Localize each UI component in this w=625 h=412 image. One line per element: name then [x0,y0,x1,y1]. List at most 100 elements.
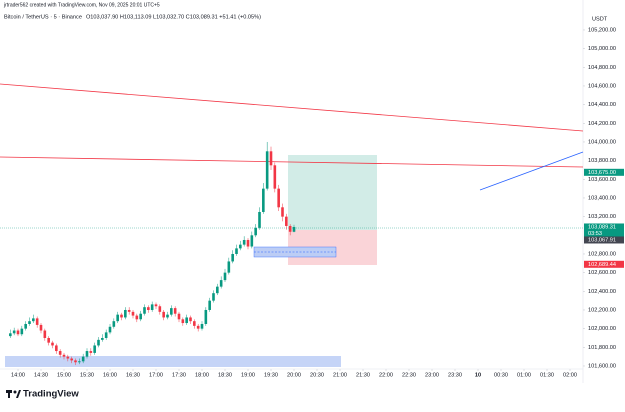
candle-body [196,325,200,329]
x-tick-label: 14:30 [34,372,48,378]
candle-body [9,333,12,337]
trend-line [479,151,584,191]
candle-body [239,244,242,249]
y-tick-label: 101,600.00 [588,363,616,369]
candle-body [189,317,192,322]
candle-body [204,309,208,324]
candle-body [208,300,211,310]
price-badge-label: 103,089.31 [588,224,616,230]
candle-body [181,319,185,324]
x-tick-label: 16:30 [126,372,140,378]
y-tick-label: 103,400.00 [588,195,616,201]
candle-body [32,318,35,322]
countdown: 03:53 [588,231,602,237]
candle-body [246,239,250,247]
candle-body [58,351,62,355]
ohlc-readout: O103,037.90 H103,113.09 L103,032.70 C103… [86,14,261,20]
y-tick-label: 101,800.00 [588,345,616,351]
candle-body [273,165,277,189]
candle-body [216,286,219,294]
y-tick-label: 104,000.00 [588,139,616,145]
candle-body [281,207,284,217]
candle-body [139,313,142,320]
trend-line [0,83,584,132]
candle-body [227,261,231,273]
price-badge [584,157,624,165]
price-badge-label: 102,689.44 [588,262,616,268]
candles [9,141,296,366]
candle-body [219,280,223,287]
candle-body [265,151,269,189]
candle-body [28,321,31,324]
candle-body [223,272,227,281]
candle-body [292,226,296,232]
candle-body [147,307,150,310]
x-tick-label: 20:30 [310,372,324,378]
candle-body [285,216,288,226]
candle-body [20,328,24,335]
x-tick-label: 22:00 [379,372,393,378]
candle-body [277,188,280,208]
candle-body [81,356,85,362]
candle-body [254,227,257,236]
candle-body [47,337,50,343]
candle-body [231,253,234,262]
brand: TradingView [23,389,79,400]
candle-body [288,225,292,232]
price-badge [584,236,624,244]
candle-body [116,314,119,322]
candle-body [242,239,246,245]
candle-body [262,188,265,212]
candle-body [135,315,139,320]
candle-body [269,151,273,166]
candle-body [74,360,77,363]
candle-body [120,314,123,318]
currency: USDT [592,16,608,22]
candle-body [200,323,204,329]
candle-body [131,311,135,316]
symbol-title: Bitcoin / TetherUS · 5 · Binance [4,14,82,20]
profit-zone [288,155,377,230]
candle-body [235,248,238,254]
x-tick-label: 21:30 [356,372,370,378]
candle-body [104,332,108,338]
candle-body [112,321,116,327]
candle-body [108,326,112,333]
candle-body [166,314,169,318]
candle-body [93,345,96,353]
candle-body [124,309,127,318]
x-tick-label: 18:30 [218,372,232,378]
x-tick-label: 22:30 [402,372,416,378]
candle-body [24,323,27,329]
y-tick-label: 102,000.00 [588,326,616,332]
x-tick-label: 17:30 [172,372,186,378]
trend-line [0,156,584,168]
candle-body [143,307,146,314]
x-tick-label: 20:00 [287,372,301,378]
candle-body [127,309,131,312]
x-tick-label: 19:30 [264,372,278,378]
author-line: jrtrader562 created with TradingView.com… [3,2,160,8]
y-tick-label: 104,600.00 [588,83,616,89]
y-tick-label: 104,400.00 [588,102,616,108]
y-tick-label: 102,200.00 [588,307,616,313]
candle-body [16,330,20,335]
x-tick-label: 00:30 [494,372,508,378]
candle-body [51,342,54,346]
y-tick-label: 104,800.00 [588,65,616,71]
candle-body [173,308,177,314]
candle-body [193,321,196,326]
x-tick-label: 14:00 [11,372,25,378]
x-tick-label: 15:30 [80,372,94,378]
candle-body [70,358,73,361]
price-badge-label: 103,067.91 [588,237,616,243]
y-tick-label: 105,000.00 [588,46,616,52]
x-tick-label: 19:00 [241,372,255,378]
price-badge [584,223,624,238]
footer [0,383,625,407]
y-tick-label: 105,200.00 [588,27,616,33]
candle-body [85,351,89,357]
y-tick-label: 102,800.00 [588,251,616,257]
price-badge-label: 103,800.00 [588,158,616,164]
